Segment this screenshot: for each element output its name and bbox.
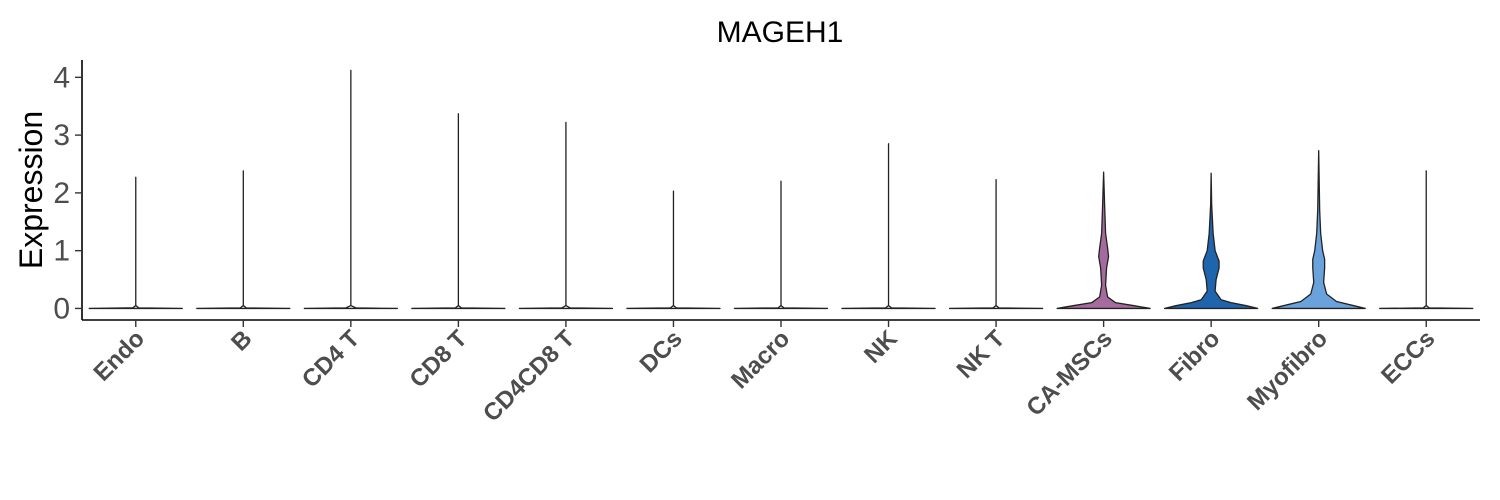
y-tick-label: 0 xyxy=(53,292,70,325)
chart-title: MAGEH1 xyxy=(717,16,844,49)
violin-ca-mscs xyxy=(1056,171,1151,310)
y-tick-label: 4 xyxy=(53,61,70,94)
violin-cd4-t xyxy=(303,69,398,310)
violin-b xyxy=(196,170,291,310)
violin-endo xyxy=(88,176,183,310)
x-tick-label: CD8 T xyxy=(405,325,473,393)
violin-cd4cd8-t xyxy=(518,121,614,310)
x-tick-label: Endo xyxy=(88,325,150,387)
y-axis-label: Expression xyxy=(13,111,49,269)
x-tick-label: CA-MSCs xyxy=(1021,325,1117,421)
x-tick-label: Fibro xyxy=(1164,325,1226,387)
y-tick-label: 1 xyxy=(53,235,70,268)
x-tick-label: Myofibro xyxy=(1242,325,1333,416)
x-tick-label: ECCs xyxy=(1376,325,1440,389)
violin-dcs xyxy=(626,190,721,310)
violin-fibro xyxy=(1164,172,1259,310)
violin-macro xyxy=(733,180,829,310)
violin-cd8-t xyxy=(411,113,506,310)
x-tick-label: CD4 T xyxy=(297,325,365,393)
x-tick-label: B xyxy=(226,325,257,356)
x-tick-label: Macro xyxy=(726,325,795,394)
x-tick-label: DCs xyxy=(635,325,688,378)
violin-nk xyxy=(841,143,936,310)
violin-eccs xyxy=(1379,170,1474,310)
violin-nk-t xyxy=(948,178,1044,310)
x-tick-label: CD4CD8 T xyxy=(478,325,580,427)
x-tick-label: NK T xyxy=(952,325,1011,384)
y-tick-label: 2 xyxy=(53,177,70,210)
violin-myofibro xyxy=(1271,150,1366,310)
x-tick-label: NK xyxy=(859,325,903,369)
y-tick-label: 3 xyxy=(53,119,70,152)
plot-area: 0 1 2 3 4 Endo B CD4 T CD8 T CD4CD8 T DCs Macro NK NK… xyxy=(53,60,1480,427)
